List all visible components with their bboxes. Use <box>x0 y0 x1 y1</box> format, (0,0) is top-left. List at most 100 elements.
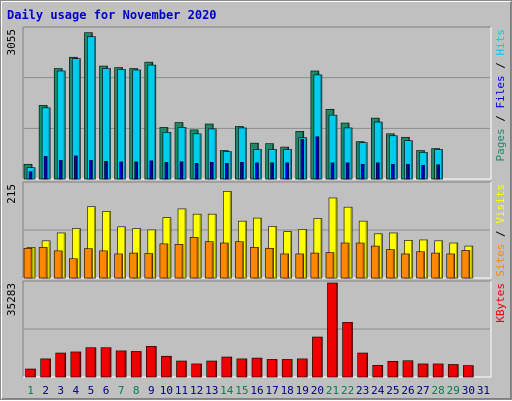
bar-kbytes <box>146 346 157 378</box>
bar-kbytes-shade <box>441 364 443 377</box>
bar-files-shade <box>166 162 168 179</box>
bar-hits-shade <box>154 65 156 179</box>
x-tick-label: 16 <box>250 384 263 397</box>
bar-kbytes <box>70 351 82 378</box>
x-tick-label: 28 <box>432 384 445 397</box>
bar-files-shade <box>241 162 244 179</box>
bar-kbytes <box>342 322 353 378</box>
bar-visits-shade <box>410 241 413 278</box>
bar-visits-shade <box>48 241 50 278</box>
bar-kbytes <box>176 360 187 378</box>
x-tick-label: 29 <box>447 384 460 397</box>
bar-kbytes <box>25 368 36 378</box>
bar-kbytes-shade <box>471 366 474 377</box>
bar-kbytes-shade <box>290 360 292 377</box>
bar-hits-shade <box>199 134 201 179</box>
bar-hits-shade <box>63 71 65 179</box>
bar-visits-shade <box>169 218 171 278</box>
bar-visits-shade <box>78 229 81 278</box>
bar-kbytes-shade <box>185 361 187 377</box>
bar-sites-shade <box>136 253 138 278</box>
bar-hits-shade <box>260 150 262 179</box>
x-tick-label: 12 <box>190 384 203 397</box>
bar-kbytes <box>161 355 172 378</box>
bar-hits-shade <box>350 128 352 179</box>
bar-sites-shade <box>302 254 304 278</box>
bar-visits-shade <box>365 221 367 278</box>
bar-kbytes <box>463 365 474 378</box>
bar-hits-shade <box>184 128 186 179</box>
bar-kbytes <box>417 363 429 378</box>
bar-sites-shade <box>272 248 274 278</box>
bar-sites <box>53 250 63 279</box>
x-tick-label: 17 <box>265 384 278 397</box>
bar-visits-shade <box>63 233 65 278</box>
x-tick-label: 15 <box>235 384 248 397</box>
x-tick-label: 10 <box>160 384 173 397</box>
bar-sites-shade <box>468 251 470 278</box>
bar-visits-shade <box>229 192 232 278</box>
x-tick-label: 8 <box>133 384 140 397</box>
bar-kbytes <box>447 364 459 378</box>
bar-visits-shade <box>350 207 352 278</box>
bar-sites <box>84 248 93 279</box>
bar-sites <box>204 241 214 279</box>
bar-hits-shade <box>33 168 35 179</box>
bar-kbytes-shade <box>49 359 51 377</box>
bar-sites <box>174 244 184 279</box>
bar-kbytes <box>85 347 97 378</box>
bar-visits-shade <box>260 218 262 278</box>
x-tick-label: 20 <box>311 384 324 397</box>
bar-sites-shade <box>423 252 425 278</box>
bar-visits-shade <box>214 214 216 278</box>
bar-sites-shade <box>377 246 379 278</box>
bar-sites-shade <box>166 244 168 278</box>
bar-visits-shade <box>441 241 443 278</box>
bar-files-shade <box>211 162 213 179</box>
bar-kbytes <box>251 357 263 378</box>
x-tick-label: 1 <box>27 384 34 397</box>
bar-sites <box>129 252 139 279</box>
bar-hits-shade <box>214 129 216 179</box>
bar-visits-shade <box>335 198 337 278</box>
x-tick-label: 22 <box>341 384 354 397</box>
bar-files-shade <box>196 163 198 179</box>
bar-sites <box>355 242 365 279</box>
bar-sites-shade <box>90 249 93 278</box>
bar-kbytes <box>387 360 399 378</box>
x-tick-label: 21 <box>326 384 339 397</box>
bar-hits-shade <box>78 59 81 179</box>
bar-sites-shade <box>407 254 410 278</box>
bar-hits-shade <box>229 152 232 179</box>
bar-visits-shade <box>184 209 186 278</box>
x-tick-label: 26 <box>401 384 414 397</box>
legend-separator: / <box>494 56 507 76</box>
bar-sites-shade <box>181 244 183 278</box>
bar-files-shade <box>45 157 47 179</box>
legend-entry-kbytes: KBytes <box>494 283 507 323</box>
bar-sites <box>370 245 380 279</box>
bar-visits-shade <box>124 227 126 278</box>
bar-kbytes <box>221 356 233 378</box>
bar-kbytes <box>115 350 127 378</box>
bar-kbytes-shade <box>230 357 232 377</box>
bar-kbytes-shade <box>109 348 111 377</box>
bar-kbytes <box>327 282 338 378</box>
legend-entry-hits: Hits <box>494 29 507 56</box>
bar-kbytes-shade <box>94 348 96 377</box>
bar-kbytes-shade <box>351 322 353 377</box>
bar-kbytes <box>266 359 278 378</box>
y-axis-max-label: 3055 <box>5 29 18 56</box>
bar-sites <box>144 253 154 279</box>
bar-visits-shade <box>305 230 307 278</box>
bar-files-shade <box>121 162 123 179</box>
y-axis-max-label: 35283 <box>5 283 18 316</box>
bar-files-shade <box>423 165 425 179</box>
bar-kbytes <box>372 364 384 378</box>
bar-kbytes <box>191 363 202 378</box>
y-axis-max-label: 215 <box>5 184 18 204</box>
bar-kbytes-shade <box>335 283 338 377</box>
legend-3: KBytes <box>494 283 507 323</box>
bar-files-shade <box>257 163 259 179</box>
